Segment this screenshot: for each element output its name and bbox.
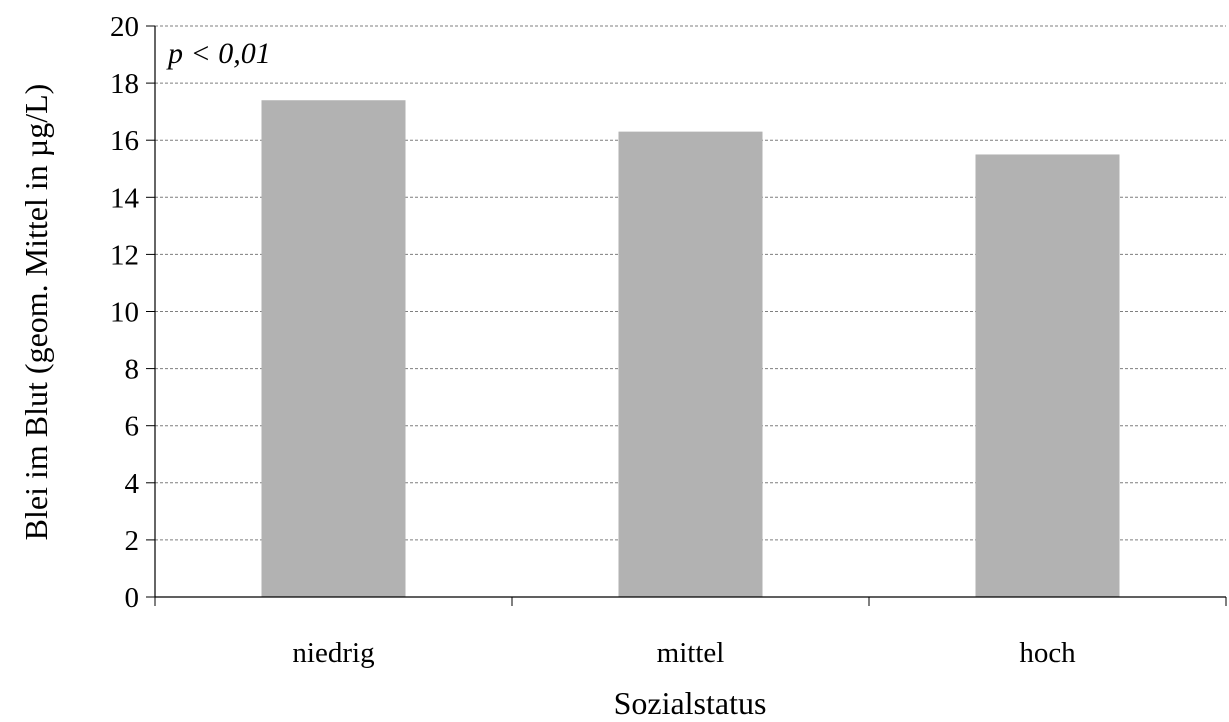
significance-annotation: p < 0,01 [166, 37, 271, 70]
y-tick-label: 10 [110, 297, 139, 329]
y-tick-label: 8 [125, 354, 140, 386]
y-tick-labels: 0 2 4 6 8 10 12 14 16 18 20 [110, 11, 155, 614]
bar-hoch [975, 154, 1120, 597]
y-tick-label: 20 [110, 11, 139, 43]
x-category-label: mittel [657, 637, 725, 669]
x-axis-title: Sozialstatus [614, 685, 767, 721]
bars [261, 100, 1120, 597]
y-tick-label: 0 [125, 582, 140, 614]
x-category-label: niedrig [292, 637, 374, 669]
y-axis-title: Blei im Blut (geom. Mittel in µg/L) [18, 84, 54, 541]
y-tick-label: 16 [110, 125, 139, 157]
y-tick-label: 18 [110, 68, 139, 100]
bar-mittel [618, 131, 763, 597]
y-tick-label: 4 [125, 468, 140, 500]
y-tick-label: 12 [110, 239, 139, 271]
bar-niedrig [261, 100, 406, 597]
y-tick-label: 6 [125, 411, 140, 443]
y-tick-label: 2 [125, 525, 140, 557]
x-category-labels: niedrig mittel hoch [154, 597, 1227, 669]
x-category-label: hoch [1019, 637, 1076, 669]
y-tick-label: 14 [110, 182, 140, 214]
